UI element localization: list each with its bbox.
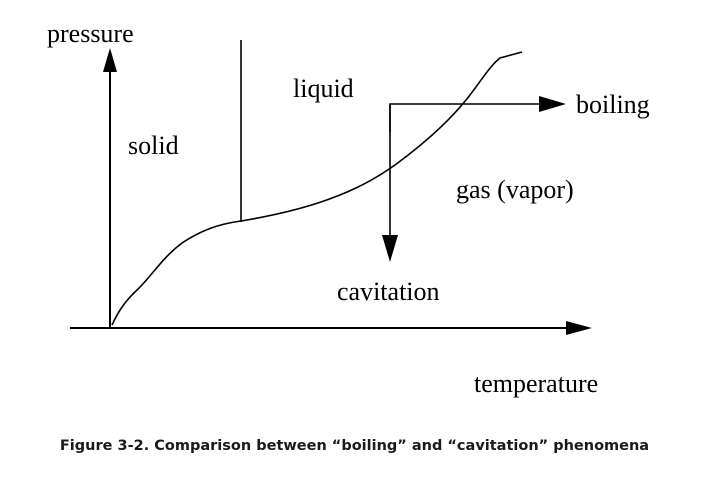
- boiling-arrow: [389, 103, 544, 132]
- temperature-axis-arrowhead: [566, 321, 592, 335]
- cavitation-label: cavitation: [337, 277, 440, 306]
- pressure-label: pressure: [47, 19, 134, 48]
- liquid-region-label: liquid: [293, 74, 354, 103]
- boiling-arrowhead: [539, 96, 566, 112]
- solid-region-label: solid: [128, 131, 179, 160]
- vapor-pressure-curve: [111, 51, 523, 326]
- figure-caption: Figure 3-2. Comparison between “boiling”…: [59, 438, 650, 454]
- gas-region-label: gas (vapor): [456, 175, 574, 204]
- cavitation-arrowhead: [382, 235, 398, 262]
- temperature-label: temperature: [474, 369, 598, 398]
- boiling-label: boiling: [576, 90, 650, 119]
- pressure-axis-arrowhead: [103, 48, 117, 72]
